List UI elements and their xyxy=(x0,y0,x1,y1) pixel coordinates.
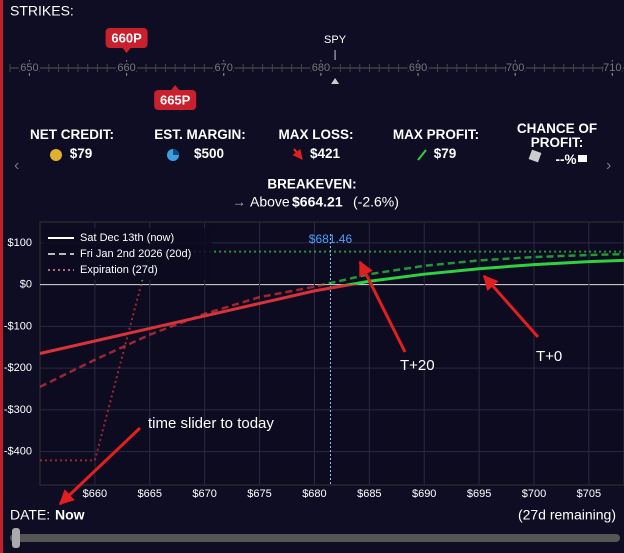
payoff-line xyxy=(39,258,624,355)
legend-label: Expiration (27d) xyxy=(80,264,158,276)
breakeven-prefix: Above xyxy=(250,194,290,210)
x-tick-label: $680 xyxy=(302,488,326,500)
y-tick-label: -$300 xyxy=(4,404,32,416)
remaining: (27d remaining) xyxy=(518,507,616,523)
loss-icon xyxy=(292,148,303,160)
x-tick-label: $665 xyxy=(138,488,162,500)
strike-badge xyxy=(154,90,197,110)
stat: MAX PROFIT: $79 xyxy=(381,127,491,162)
stat-value: $79 xyxy=(69,146,93,161)
strike-badge xyxy=(105,28,148,48)
y-tick-label: $100 xyxy=(8,237,32,249)
time-slider[interactable] xyxy=(10,534,620,542)
strike-pointer xyxy=(122,48,131,53)
ruler-tick-label: 680 xyxy=(312,62,330,74)
ruler-tick-label: 710 xyxy=(603,62,621,74)
lock-icon xyxy=(578,155,587,162)
stat-value: --% xyxy=(555,152,577,167)
stat-value: $421 xyxy=(309,146,341,161)
stat-label: NET CREDIT: xyxy=(30,127,114,142)
stat-label: CHANCE OF PROFIT: xyxy=(516,121,598,150)
dice-icon xyxy=(528,149,542,163)
profit-icon xyxy=(417,149,427,161)
annotation: T+20 xyxy=(400,357,435,374)
price-label: $681.46 xyxy=(309,232,353,246)
payoff-line xyxy=(39,252,624,389)
stat-value: $500 xyxy=(193,146,225,161)
ruler: 650 660 670 680 690 700 710 SPY 660P 665P xyxy=(9,28,624,110)
annotation: time slider to today xyxy=(148,415,274,432)
date-value: Now xyxy=(55,507,85,523)
legend: Sat Dec 13th (now) Fri Jan 2nd 2026 (20d)… xyxy=(48,232,191,276)
stat: CHANCE OF PROFIT: --% xyxy=(512,121,602,168)
strike-label: 660P xyxy=(111,30,142,45)
payoff-chart: $100 $0 -$100 -$200 -$300 -$400 $660 $665 $670 $6… xyxy=(4,222,624,500)
header-title: STRIKES: xyxy=(10,3,74,19)
y-tick-label: $0 xyxy=(20,279,32,291)
strike-label: 665P xyxy=(160,92,191,107)
strike-pointer xyxy=(171,85,180,90)
y-tick-label: -$200 xyxy=(4,362,32,374)
underlying-label: SPY xyxy=(324,34,347,46)
ruler-tick-label: 670 xyxy=(215,62,233,74)
annotation-arrow xyxy=(58,426,142,506)
legend-label: Sat Dec 13th (now) xyxy=(80,232,174,244)
annotation: T+0 xyxy=(536,348,562,365)
pie-slice xyxy=(173,149,179,155)
underlying-triangle xyxy=(331,78,340,84)
stat: MAX LOSS: $421 xyxy=(261,127,371,162)
stat: NET CREDIT: $79 xyxy=(17,127,127,162)
ruler-tick-label: 650 xyxy=(20,62,38,74)
date-label: DATE: xyxy=(10,507,50,523)
legend-label: Fri Jan 2nd 2026 (20d) xyxy=(80,248,191,260)
stat-label: EST. MARGIN: xyxy=(154,127,246,142)
ruler-tick-label: 700 xyxy=(506,62,524,74)
x-tick-label: $700 xyxy=(522,488,546,500)
prev-arrow[interactable]: ‹ xyxy=(14,157,19,174)
ruler-tick-label: 690 xyxy=(409,62,427,74)
x-tick-label: $690 xyxy=(412,488,436,500)
stat-label: MAX PROFIT: xyxy=(392,127,480,142)
breakeven-arrow: → xyxy=(232,194,246,210)
stat: EST. MARGIN: $500 xyxy=(145,127,255,162)
x-tick-label: $675 xyxy=(247,488,271,500)
y-tick-label: -$100 xyxy=(4,320,32,332)
y-tick-label: -$400 xyxy=(4,446,32,458)
breakeven-price: $664.21 xyxy=(292,194,343,210)
x-tick-label: $695 xyxy=(467,488,491,500)
stat-label: MAX LOSS: xyxy=(278,127,354,142)
breakeven-change: (-2.6%) xyxy=(353,194,399,210)
next-arrow[interactable]: › xyxy=(606,157,611,174)
ruler-tick-label: 660 xyxy=(117,62,135,74)
x-tick-label: $685 xyxy=(357,488,381,500)
x-tick-label: $670 xyxy=(192,488,216,500)
annotation-arrow xyxy=(358,260,407,353)
stat-value: $79 xyxy=(433,146,457,161)
edge-bar xyxy=(0,0,3,553)
breakeven-label: BREAKEVEN: xyxy=(267,177,356,192)
x-tick-label: $660 xyxy=(83,488,107,500)
annotation-arrow xyxy=(482,274,540,338)
slider-handle[interactable] xyxy=(12,528,20,548)
coin-icon xyxy=(50,149,62,161)
x-tick-label: $705 xyxy=(577,488,601,500)
